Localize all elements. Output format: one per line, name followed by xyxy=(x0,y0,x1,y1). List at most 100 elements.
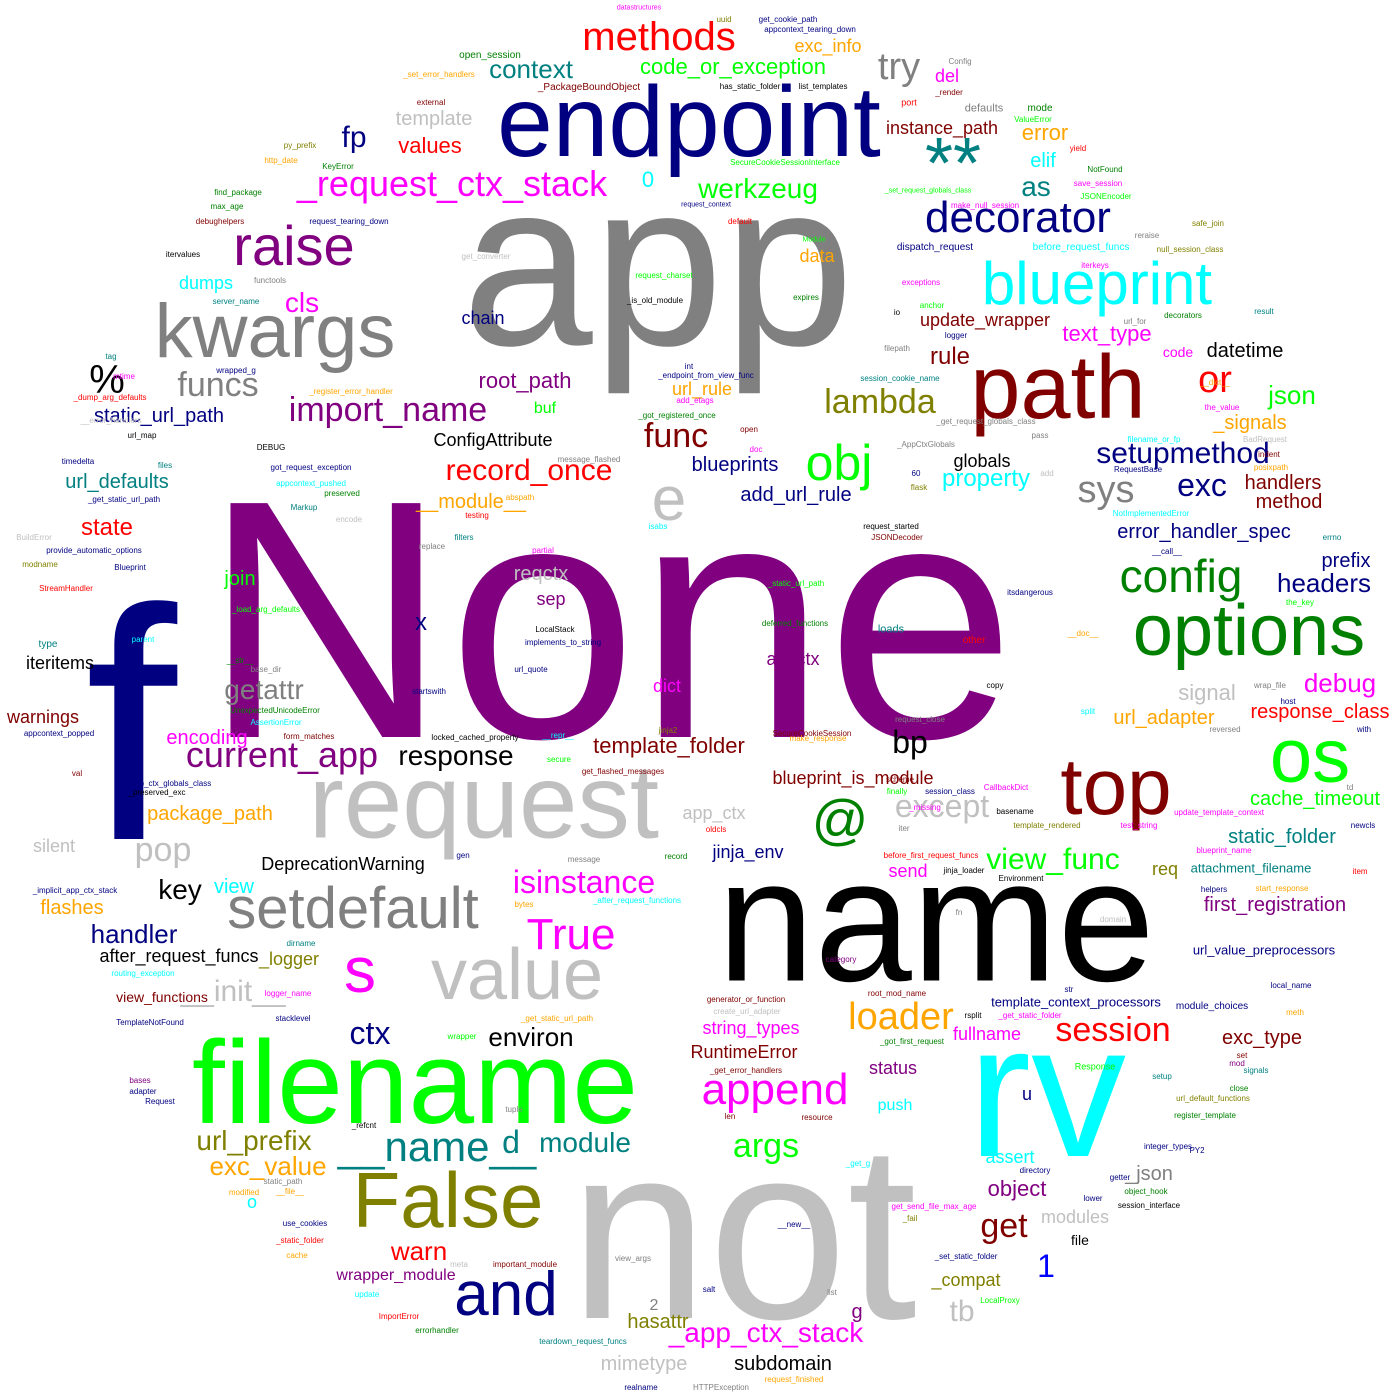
word: func xyxy=(643,417,709,455)
word: request_started xyxy=(863,522,919,531)
word: functools xyxy=(253,276,287,285)
word: list_templates xyxy=(798,82,848,91)
word: _load_arg_defaults xyxy=(231,605,301,614)
word: code_or_exception xyxy=(640,54,826,79)
word: _set_static_folder xyxy=(934,1252,998,1261)
word: Request xyxy=(145,1097,175,1106)
word: root_mod_name xyxy=(867,989,927,998)
word: environ xyxy=(488,1022,574,1052)
word: path xyxy=(970,338,1146,438)
word: flashes xyxy=(40,897,104,919)
word: encoding xyxy=(166,727,248,749)
word: request_finished xyxy=(764,1375,824,1384)
word: category xyxy=(825,955,857,964)
word: __file__ xyxy=(275,1187,305,1196)
word: _dump_arg_defaults xyxy=(73,393,147,402)
word: replace xyxy=(418,542,446,551)
word: module_choices xyxy=(1175,1001,1249,1012)
word: and xyxy=(454,1260,558,1329)
word: filename xyxy=(191,1017,639,1149)
word: url_rule xyxy=(671,379,733,399)
word: __repr__ xyxy=(541,731,575,740)
word: exc xyxy=(1177,467,1227,503)
word: jinja2 xyxy=(658,726,678,735)
word: @ xyxy=(811,788,869,851)
word: decorator xyxy=(925,193,1111,242)
word: debughelpers xyxy=(195,217,245,226)
word: setupmethod xyxy=(1096,437,1270,470)
word: add_etags xyxy=(676,396,714,405)
word: isinstance xyxy=(512,864,656,900)
word: bytes xyxy=(514,900,534,909)
word: prefix xyxy=(1321,550,1371,572)
word: Module xyxy=(802,236,826,244)
word: werkzeug xyxy=(698,173,818,204)
word: _static_url_path xyxy=(767,579,825,588)
word: template_context_processors xyxy=(991,994,1161,1010)
word: handlers xyxy=(1244,472,1322,494)
word: object_hook xyxy=(1124,1187,1168,1196)
word: domain xyxy=(1099,915,1127,924)
word: ** xyxy=(924,124,982,204)
word: _get_error_handlers xyxy=(709,1066,783,1075)
word: _logger xyxy=(258,949,320,969)
word: abspath xyxy=(505,493,535,502)
word: meth xyxy=(1286,1008,1304,1017)
word: resource xyxy=(801,1113,833,1122)
word: PY2 xyxy=(1189,1146,1205,1155)
word: text_type xyxy=(1062,321,1152,346)
word: request xyxy=(308,743,660,861)
word: scheme xyxy=(885,775,915,784)
word: message xyxy=(567,855,601,864)
word: handler xyxy=(90,919,178,949)
word: bp xyxy=(892,724,928,760)
word: import_name xyxy=(288,391,488,429)
word: module xyxy=(539,1127,631,1158)
word: newcls xyxy=(1350,821,1376,830)
word: silent xyxy=(32,836,76,856)
word: timedelta xyxy=(61,457,95,466)
word: url_value_preprocessors xyxy=(1192,942,1336,958)
word: response xyxy=(398,740,514,771)
word: reqctx xyxy=(513,563,569,585)
word: _set_request_globals_class xyxy=(884,187,972,195)
word: set xyxy=(1236,1051,1248,1060)
word: property xyxy=(941,465,1031,492)
word: encode xyxy=(335,515,363,524)
word: modified xyxy=(228,1188,260,1197)
word: register_template xyxy=(1174,1111,1236,1120)
word: _preserved_exc xyxy=(128,788,186,797)
word: open xyxy=(740,425,758,434)
word: use_cookies xyxy=(282,1219,328,1228)
word: tag xyxy=(105,352,117,361)
word: isabs xyxy=(648,522,668,531)
word: mtime xyxy=(113,372,135,381)
word: http_date xyxy=(264,156,298,165)
word: template xyxy=(395,108,473,130)
word: os xyxy=(1269,714,1351,799)
word: errno xyxy=(1322,533,1342,542)
word: test_string xyxy=(1120,821,1158,830)
word: url_adapter xyxy=(1113,707,1215,729)
word: logger xyxy=(944,331,968,340)
word: top xyxy=(1060,742,1172,831)
word: tb xyxy=(949,1295,975,1328)
word: data xyxy=(799,246,835,266)
word: append xyxy=(701,1065,849,1114)
word: __str__ xyxy=(226,656,254,665)
word: jinja_loader xyxy=(943,866,985,875)
word: dumps xyxy=(178,273,234,293)
word: form_matches xyxy=(283,732,335,741)
word: wrapped_g xyxy=(216,366,256,375)
word: getter xyxy=(1109,1173,1131,1182)
word: __dict__ xyxy=(1199,378,1231,387)
word: NotImplementedError xyxy=(1112,509,1190,518)
word: setdefault xyxy=(227,876,479,941)
word: blueprint_is_module xyxy=(772,768,934,788)
word: signal xyxy=(1178,680,1236,705)
word: config xyxy=(1119,550,1243,602)
word: _static_folder xyxy=(276,1236,324,1245)
word: after_request_funcs xyxy=(99,946,259,966)
word: exceptions xyxy=(901,278,941,287)
